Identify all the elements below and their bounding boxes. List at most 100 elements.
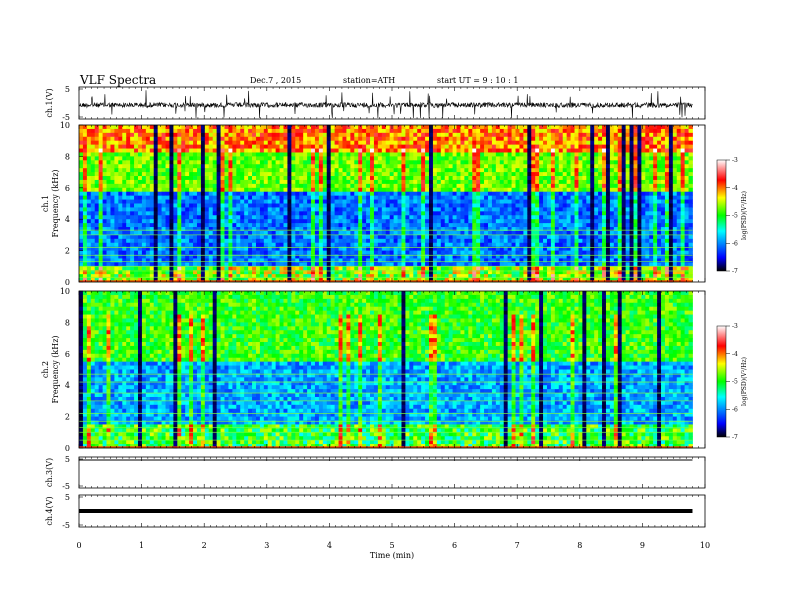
spectrogram-cell — [318, 176, 324, 181]
spectrogram-cell — [582, 234, 587, 240]
spectrogram-cell — [181, 191, 186, 197]
spectrogram-cell — [562, 148, 568, 153]
spectrogram-cell — [177, 215, 182, 220]
spectrogram-cell — [389, 136, 394, 142]
spectrogram-cell — [468, 230, 473, 236]
spectrogram-cell — [358, 195, 363, 200]
spectrogram-cell — [507, 148, 512, 153]
spectrogram-cell — [248, 207, 253, 212]
spectrogram-cell — [185, 199, 190, 204]
spectrogram-cell — [90, 168, 96, 173]
spectrogram-cell — [511, 148, 516, 153]
spectrogram-cell — [350, 234, 355, 240]
spectrogram-cell — [531, 128, 536, 134]
spectrogram-cell — [153, 195, 159, 200]
spectrogram-cell — [326, 215, 332, 220]
spectrogram-cell — [228, 227, 233, 232]
spectrogram-cell — [495, 144, 501, 149]
spectrogram-cell — [605, 219, 611, 224]
spectrogram-cell — [550, 227, 556, 232]
spectrogram-cell — [362, 136, 367, 142]
spectrogram-cell — [397, 144, 402, 149]
spectrogram-cell — [161, 132, 166, 138]
spectrogram-cell — [657, 238, 662, 244]
spectrogram-cell — [397, 132, 402, 138]
spectrogram-cell — [594, 168, 599, 173]
spectrogram-cell — [385, 183, 391, 189]
spectrogram-cell — [255, 144, 261, 149]
spectrogram-cell — [582, 227, 587, 232]
spectrogram-cell — [381, 195, 387, 200]
spectrogram-cell — [425, 156, 430, 161]
spectrogram-cell — [397, 187, 402, 193]
spectrogram-cell — [688, 219, 693, 224]
spectrogram-cell — [609, 168, 615, 173]
spectrogram-cell — [322, 176, 328, 181]
spectrogram-cell — [114, 230, 119, 236]
spectrogram-cell — [200, 172, 206, 177]
spectrogram-cell — [558, 223, 564, 228]
spectrogram-cell — [228, 230, 233, 236]
spectrogram-cell — [625, 144, 630, 149]
spectrogram-cell — [531, 148, 536, 153]
spectrogram-cell — [429, 191, 434, 197]
spectrogram-cell — [448, 164, 453, 169]
spectrogram-cell — [102, 140, 107, 146]
spectrogram-cell — [295, 179, 300, 185]
spectrogram-cell — [267, 223, 273, 228]
spectrogram-cell — [436, 199, 442, 204]
spectrogram-cell — [487, 168, 493, 173]
spectrogram-cell — [311, 242, 316, 248]
spectrogram-cell — [613, 223, 619, 228]
spectrogram-cell — [515, 223, 520, 228]
spectrogram-cell — [134, 191, 139, 197]
spectrogram-cell — [578, 125, 583, 130]
spectrogram-cell — [495, 168, 501, 173]
spectrogram-cell — [432, 227, 438, 232]
spectrogram-cell — [413, 140, 418, 146]
spectrogram-cell — [664, 148, 670, 153]
spectrogram-cell — [633, 211, 638, 216]
spectrogram-cell — [244, 164, 249, 169]
spectrogram-cell — [165, 227, 170, 232]
spectrogram-cell — [122, 148, 127, 153]
spectrogram-cell — [633, 219, 638, 224]
spectrogram-cell — [629, 125, 634, 130]
spectrogram-cell — [570, 230, 575, 236]
spectrogram-cell — [220, 242, 225, 248]
spectrogram-cell — [110, 199, 115, 204]
spectrogram-cell — [354, 179, 359, 185]
spectrogram-cell — [204, 199, 210, 204]
spectrogram-cell — [330, 199, 336, 204]
spectrogram-cell — [82, 238, 88, 244]
spectrogram-cell — [460, 203, 465, 208]
spectrogram-cell — [653, 140, 658, 146]
spectrogram-cell — [684, 215, 689, 220]
spectrogram-cell — [503, 176, 509, 181]
spectrogram-cell — [586, 136, 591, 142]
spectrogram-cell — [102, 128, 107, 134]
spectrogram-cell — [425, 144, 430, 149]
spectrogram-cell — [248, 125, 253, 130]
spectrogram-cell — [196, 176, 202, 181]
spectrogram-cell — [208, 136, 214, 142]
spectrogram-cell — [134, 132, 139, 138]
spectrogram-cell — [535, 128, 540, 134]
spectrogram-cell — [484, 156, 489, 161]
spectrogram-cell — [535, 156, 540, 161]
spectrogram-cell — [570, 195, 575, 200]
spectrogram-cell — [503, 136, 509, 142]
spectrogram-cell — [381, 176, 387, 181]
spectrogram-cell — [259, 211, 265, 216]
spectrogram-cell — [200, 230, 206, 236]
spectrogram-cell — [664, 152, 670, 157]
spectrogram-cell — [641, 211, 646, 216]
spectrogram-cell — [491, 230, 497, 236]
spectrogram-cell — [535, 148, 540, 153]
spectrogram-cell — [244, 211, 249, 216]
spectrogram-cell — [322, 156, 328, 161]
spectrogram-cell — [491, 176, 497, 181]
spectrogram-cell — [189, 242, 194, 248]
spectrogram-cell — [299, 195, 304, 200]
spectrogram-cell — [668, 148, 674, 153]
